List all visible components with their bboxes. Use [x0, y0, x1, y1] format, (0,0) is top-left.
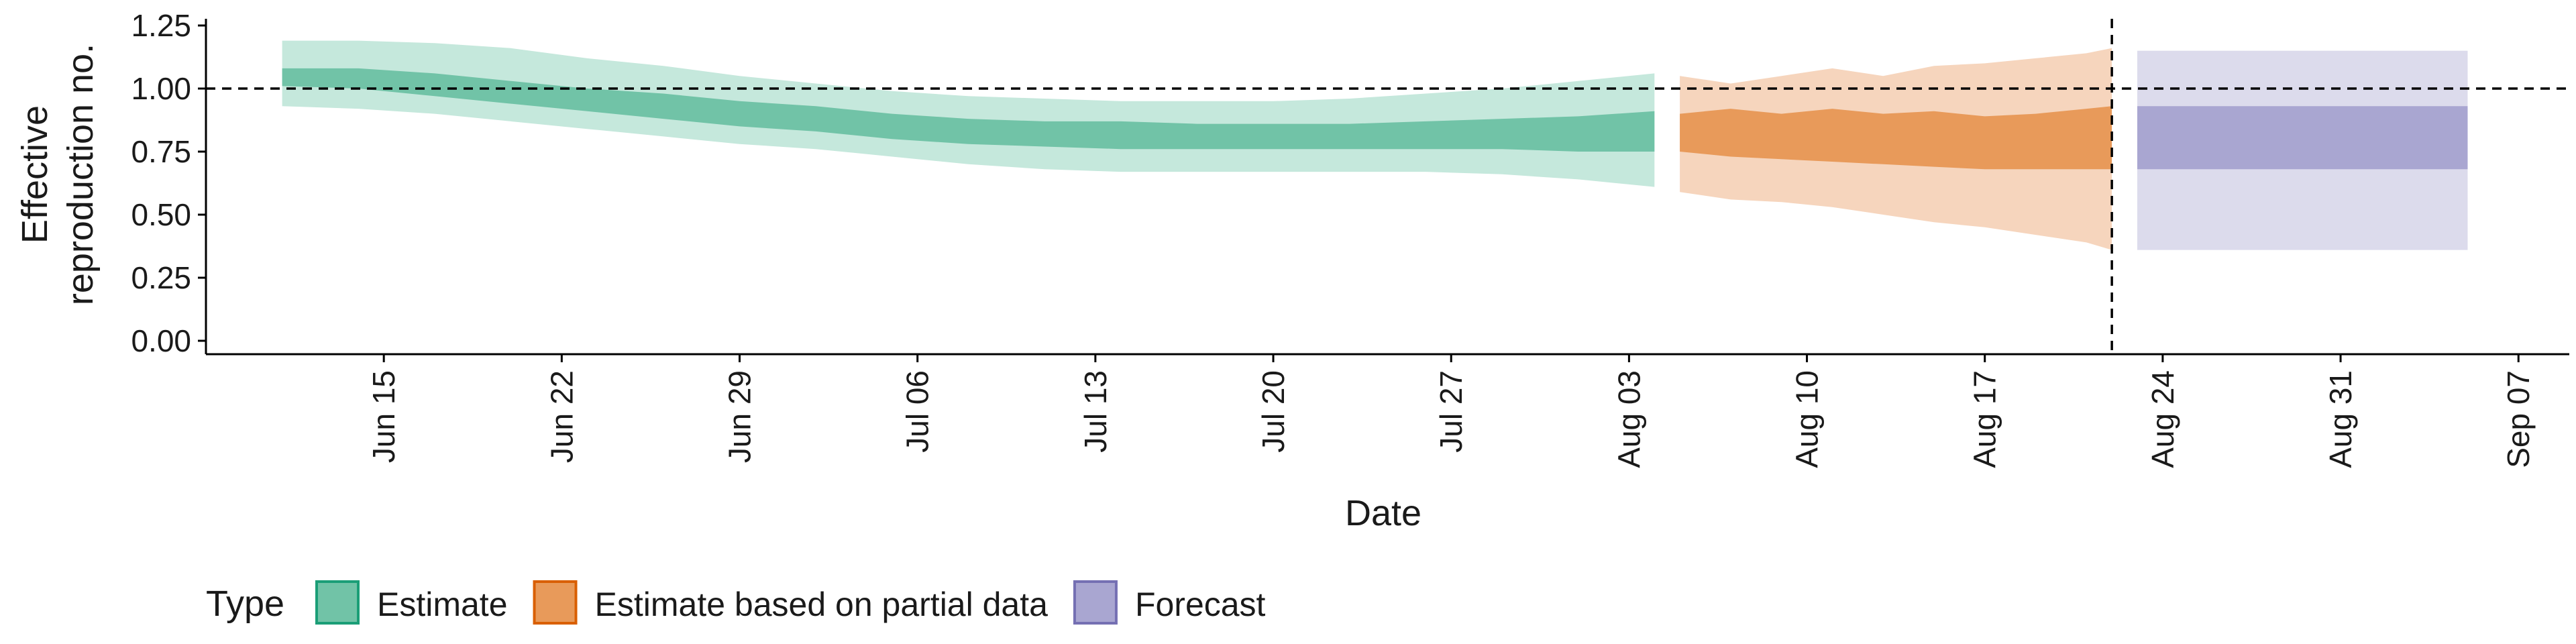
- y-ticks: 0.00 0.25 0.50 0.75 1.00 1.25: [131, 8, 206, 358]
- legend-label-forecast: Forecast: [1135, 586, 1266, 623]
- estimate-inner-band: [282, 68, 1655, 152]
- y-tick-label: 1.25: [131, 8, 191, 43]
- y-tick-label: 1.00: [131, 71, 191, 106]
- legend-key-forecast: [1073, 580, 1118, 625]
- x-ticks: Jun 15 Jun 22 Jun 29 Jul 06 Jul 13 Jul 20 Jul …: [366, 354, 2536, 468]
- estimate-outer-band: [282, 40, 1655, 187]
- x-tick-label: Jun 29: [722, 370, 757, 463]
- y-axis-title-line-1: Effective: [15, 105, 55, 244]
- y-tick-label: 0.75: [131, 134, 191, 169]
- x-tick-label: Sep 07: [2501, 370, 2536, 468]
- ribbon-layer: [282, 40, 2468, 250]
- x-tick-label: Aug 17: [1968, 370, 2002, 468]
- y-axis-title: Effective reproduction no.: [15, 44, 101, 305]
- legend-key-estimate-based-on-partial-data: [533, 580, 578, 625]
- x-tick-label: Jun 22: [544, 370, 579, 463]
- legend: Type Estimate Estimate based on partial d…: [206, 580, 1266, 625]
- x-tick-label: Jul 13: [1078, 370, 1113, 453]
- x-tick-label: Jul 06: [900, 370, 935, 453]
- legend-items: Estimate Estimate based on partial data Fo…: [315, 580, 1266, 625]
- y-tick-label: 0.00: [131, 323, 191, 358]
- y-tick-label: 0.50: [131, 197, 191, 232]
- legend-label-estimate-based-on-partial-data: Estimate based on partial data: [595, 586, 1049, 623]
- legend-key-estimate: [315, 580, 360, 625]
- legend-label-estimate: Estimate: [377, 586, 508, 623]
- x-tick-label: Aug 31: [2323, 370, 2358, 468]
- x-axis-title: Date: [1345, 493, 1421, 533]
- x-tick-label: Jul 27: [1434, 370, 1468, 453]
- x-tick-label: Jun 15: [366, 370, 401, 463]
- axes: 0.000.250.500.751.001.25 Jun 15 Jun 22 Jun…: [131, 8, 2569, 468]
- y-axis-title-line-2: reproduction no.: [60, 44, 101, 305]
- legend-title: Type: [206, 584, 284, 624]
- y-tick-label: 0.25: [131, 260, 191, 295]
- forecast-inner-band: [2137, 106, 2468, 170]
- x-tick-label: Aug 03: [1611, 370, 1646, 468]
- x-tick-label: Aug 24: [2145, 370, 2180, 468]
- estimate-based-on-partial-data-inner-band: [1680, 106, 2112, 170]
- reference-lines: [206, 19, 2569, 354]
- x-tick-label: Aug 10: [1790, 370, 1825, 468]
- x-tick-label: Jul 20: [1256, 370, 1291, 453]
